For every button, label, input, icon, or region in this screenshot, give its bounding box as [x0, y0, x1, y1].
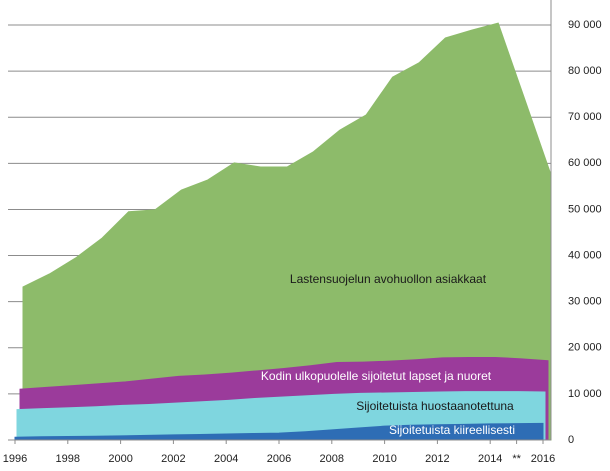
y-tick-label: 80 000	[568, 65, 602, 77]
x-tick-label: 2014	[478, 453, 502, 465]
y-tick-label: 30 000	[568, 296, 602, 308]
y-tick-label: 60 000	[568, 157, 602, 169]
x-tick-label: 2004	[214, 453, 238, 465]
x-tick-label: 1998	[56, 453, 80, 465]
series-label: Lastensuojelun avohuollon asiakkaat	[290, 272, 487, 286]
x-tick-label: 2012	[425, 453, 449, 465]
y-tick-label: 0	[568, 434, 574, 446]
x-tick-label: **	[512, 453, 521, 465]
series-label: Sijoitetuista huostaanotettuna	[356, 399, 514, 413]
area	[14, 422, 544, 441]
x-tick-label: 2016	[531, 453, 555, 465]
series-label: Sijoitetuista kiireellisesti	[389, 423, 515, 437]
y-tick-label: 70 000	[568, 111, 602, 123]
y-tick-label: 90 000	[568, 19, 602, 31]
series-label: Kodin ulkopuolelle sijoitetut lapset ja …	[261, 369, 492, 383]
x-tick-label: 2010	[372, 453, 396, 465]
x-tick-label: 2006	[267, 453, 291, 465]
x-tick-label: 2008	[320, 453, 344, 465]
y-tick-label: 50 000	[568, 203, 602, 215]
y-tick-label: 10 000	[568, 388, 602, 400]
y-tick-label: 20 000	[568, 342, 602, 354]
x-tick-label: 2000	[108, 453, 132, 465]
y-tick-label: 40 000	[568, 249, 602, 261]
area	[22, 22, 552, 441]
x-tick-label: 2002	[161, 453, 185, 465]
x-tick-label: 1996	[3, 453, 27, 465]
